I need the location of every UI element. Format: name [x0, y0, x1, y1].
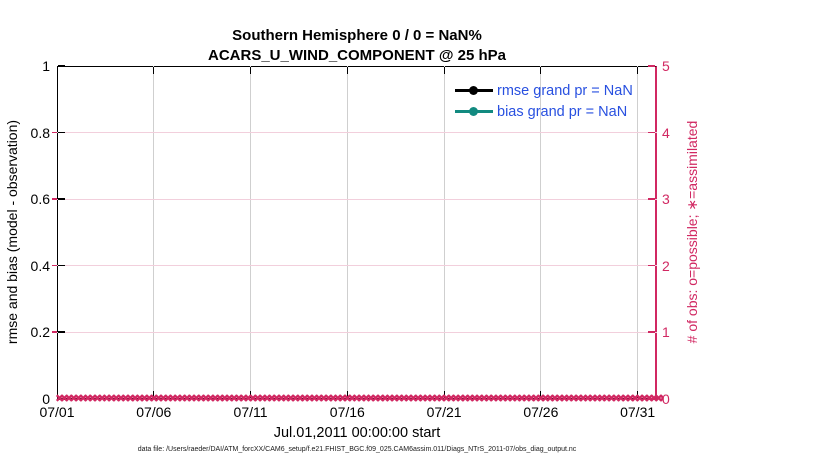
legend: rmse grand pr = NaN bias grand pr = NaN — [455, 80, 633, 122]
legend-line-marker-icon — [455, 86, 493, 95]
x-tick-label: 07/16 — [329, 404, 365, 420]
left-axis-tick — [58, 198, 65, 200]
grid-line-vertical — [443, 66, 445, 399]
legend-entry: bias grand pr = NaN — [455, 101, 633, 122]
left-outer-pink-tick — [52, 264, 57, 267]
legend-line-marker-icon — [455, 107, 493, 116]
left-outer-pink-tick — [52, 131, 57, 134]
right-tick-label: 2 — [662, 257, 670, 274]
left-tick-label: 0.4 — [30, 257, 50, 274]
plot-area — [57, 66, 657, 399]
x-tick-top — [637, 67, 639, 74]
left-tick-label: 0.8 — [30, 124, 50, 141]
legend-label: bias grand pr = NaN — [497, 103, 628, 120]
left-outer-pink-tick — [52, 198, 57, 200]
left-tick-label: 0.2 — [30, 324, 50, 341]
left-tick-label: 0 — [42, 391, 50, 407]
x-tick-bottom — [56, 391, 58, 398]
x-tick-label: 07/31 — [620, 404, 656, 420]
left-axis-tick — [58, 65, 65, 67]
left-axis-tick — [58, 131, 65, 134]
left-axis-tick — [58, 331, 65, 333]
x-tick-top — [153, 67, 155, 74]
x-tick-bottom — [540, 391, 542, 398]
x-tick-label: 07/01 — [39, 404, 75, 420]
legend-entry: rmse grand pr = NaN — [455, 80, 633, 101]
right-tick-label: 5 — [662, 58, 670, 74]
x-tick-label: 07/06 — [136, 404, 172, 420]
x-tick-top — [346, 67, 348, 74]
plot-title: Southern Hemisphere 0 / 0 = NaN% ACARS_U… — [57, 26, 657, 66]
left-axis-tick — [58, 398, 65, 400]
x-tick-top — [250, 67, 252, 74]
left-axis-label: rmse and bias (model - observation) — [4, 119, 20, 345]
x-tick-bottom — [443, 391, 445, 398]
x-tick-bottom — [153, 391, 155, 398]
obs-marker-band: ✖✖✖✖✖✖✖✖✖✖✖✖✖✖✖✖✖✖✖✖✖✖✖✖✖✖✖✖✖✖✖✖✖✖✖✖✖✖✖✖… — [55, 392, 663, 405]
right-axis-label: # of obs: o=possible; ∗=assimilated — [684, 120, 700, 344]
data-file-path: data file: /Users/raeder/DAI/ATM_forcXX/… — [137, 446, 577, 453]
right-tick-label: 0 — [662, 391, 670, 407]
right-axis-tick — [648, 398, 655, 400]
right-axis-tick — [648, 65, 655, 67]
x-tick-label: 07/21 — [426, 404, 462, 420]
grid-line-vertical — [153, 66, 155, 399]
x-tick-label: 07/11 — [233, 404, 268, 420]
grid-line-vertical — [346, 66, 348, 399]
left-tick-label: 1 — [42, 58, 50, 74]
left-tick-label: 0.6 — [30, 191, 50, 208]
left-outer-pink-tick — [52, 331, 57, 333]
title-line-1: Southern Hemisphere 0 / 0 = NaN% — [232, 27, 482, 44]
grid-line-vertical — [637, 66, 639, 399]
x-tick-bottom — [250, 391, 252, 398]
right-axis-tick — [648, 131, 655, 134]
grid-line-vertical — [250, 66, 252, 399]
x-tick-bottom — [346, 391, 348, 398]
right-axis-tick — [648, 331, 655, 333]
legend-dot-icon — [469, 86, 478, 95]
grid-line-horizontal — [57, 198, 657, 200]
x-tick-top — [443, 67, 445, 74]
x-tick-top — [540, 67, 542, 74]
right-axis-tick — [648, 264, 655, 267]
grid-line-horizontal — [57, 331, 657, 333]
grid-line-horizontal — [57, 265, 657, 267]
legend-label: rmse grand pr = NaN — [497, 82, 633, 99]
right-axis-tick — [648, 198, 655, 200]
x-tick-label: 07/26 — [523, 404, 559, 420]
grid-line-horizontal — [57, 132, 657, 134]
legend-dot-icon — [469, 107, 478, 116]
right-tick-label: 4 — [662, 124, 670, 141]
right-tick-label: 1 — [662, 324, 670, 341]
right-tick-label: 3 — [662, 191, 670, 208]
x-tick-top — [56, 67, 58, 74]
x-axis-label: Jul.01,2011 00:00:00 start — [273, 425, 441, 441]
x-tick-bottom — [637, 391, 639, 398]
title-line-2: ACARS_U_WIND_COMPONENT @ 25 hPa — [207, 47, 506, 64]
left-axis-tick — [58, 264, 65, 267]
grid-line-vertical — [540, 66, 542, 399]
